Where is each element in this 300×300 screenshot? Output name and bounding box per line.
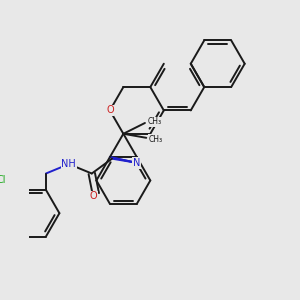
Text: CH₃: CH₃ [147, 117, 161, 126]
Text: N: N [133, 158, 140, 168]
Text: Cl: Cl [0, 176, 6, 185]
Text: O: O [106, 105, 114, 116]
Text: NH: NH [61, 159, 76, 169]
Text: O: O [89, 191, 97, 201]
Text: CH₃: CH₃ [149, 135, 163, 144]
